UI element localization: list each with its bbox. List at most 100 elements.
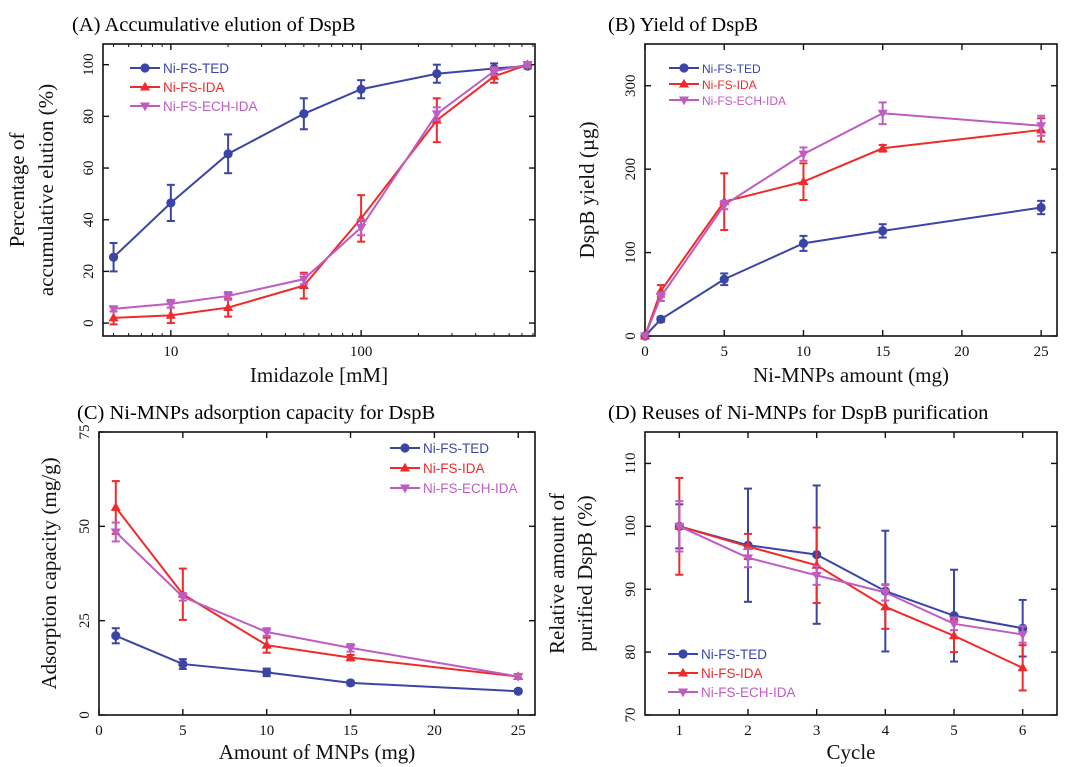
panel-b-data-point xyxy=(1036,122,1047,132)
panel-c-series-line xyxy=(114,506,519,678)
panel-b-series-line xyxy=(644,128,1042,337)
panel-c-series-line xyxy=(115,634,519,693)
panel-c-data-point xyxy=(111,631,121,641)
panel-a-series-line xyxy=(113,63,528,310)
panel-a-ytick-label: 80 xyxy=(81,109,97,124)
panel-a-data-point xyxy=(299,109,309,119)
panel-d-ytick-label: 90 xyxy=(623,582,639,597)
panel-b-data-point xyxy=(656,314,666,324)
panel-b-legend-label: Ni-FS-ECH-IDA xyxy=(702,94,786,108)
panel-a-ytick-label: 40 xyxy=(81,212,97,227)
panel-a-ytick-label: 20 xyxy=(81,264,97,279)
panel-c-xtick-label: 15 xyxy=(343,723,358,739)
panel-d-ytick-label: 70 xyxy=(623,708,639,723)
panel-b-xtick-label: 15 xyxy=(875,344,890,360)
panel-d-xtick-label: 4 xyxy=(882,723,890,739)
panel-b-frame xyxy=(644,43,1058,337)
panel-a-ytick-label: 60 xyxy=(81,161,97,176)
panel-a-data-point xyxy=(431,110,442,120)
panel-c-data-point xyxy=(261,628,272,638)
panel-c-ytick-label: 50 xyxy=(77,519,93,534)
panel-b-data-point xyxy=(877,142,888,152)
panel-b-series-line xyxy=(644,112,1042,337)
panel-a-legend-label: Ni-FS-ECH-IDA xyxy=(163,99,258,114)
panel-a-data-point xyxy=(108,312,119,322)
panel-a-data-point xyxy=(522,61,533,70)
panel-d-legend-marker xyxy=(677,688,689,698)
panel-a-ylabel: accumulative elution (%) xyxy=(34,84,58,296)
panel-a-title: (A) Accumulative elution of DspB xyxy=(72,14,356,36)
panel-c-data-point xyxy=(110,502,121,511)
panel-b-ytick-label: 0 xyxy=(623,332,639,340)
panel-c-xtick-label: 25 xyxy=(511,723,526,739)
panel-a-data-point xyxy=(165,300,176,309)
panel-c-data-point xyxy=(177,593,188,603)
panel-b-data-point xyxy=(798,176,809,186)
panel-d-xtick-label: 3 xyxy=(813,723,821,739)
panel-b-data-point xyxy=(798,150,809,160)
panel-a-data-point xyxy=(489,67,500,77)
panel-c-data-point xyxy=(513,686,523,696)
panel-d-ytick-label: 80 xyxy=(623,645,639,660)
panel-d-ylabel: purified DspB (%) xyxy=(573,495,597,651)
panel-a-xtick-label: 100 xyxy=(350,344,373,360)
panel-c-data-point xyxy=(345,644,356,654)
panel-c-legend-marker xyxy=(399,484,411,494)
panel-b-ytick-label: 200 xyxy=(623,158,639,181)
panel-c-data-point xyxy=(110,528,121,538)
panel-d-series-line xyxy=(678,525,1023,636)
panel-c-data-point xyxy=(345,652,356,662)
panel-c-data-point xyxy=(261,639,272,649)
panel-b-ylabel: DspB yield (µg) xyxy=(575,122,599,259)
panel-b-xtick-label: 0 xyxy=(641,344,649,360)
panel-b-ytick-label: 300 xyxy=(623,74,639,97)
panel-c-data-point xyxy=(262,667,272,677)
panel-b-data-point xyxy=(639,332,651,342)
panel-b-data-point xyxy=(1036,202,1046,213)
panel-d-legend-label: Ni-FS-ECH-IDA xyxy=(701,685,796,700)
panel-d-xlabel: Cycle xyxy=(827,740,876,764)
panel-c-xtick-label: 10 xyxy=(259,723,274,739)
panel-c-ytick-label: 75 xyxy=(77,425,93,440)
panel-c-legend-label: Ni-FS-TED xyxy=(423,441,489,456)
panel-c-xlabel: Amount of MNPs (mg) xyxy=(219,740,416,764)
panel-d-data-point xyxy=(742,554,754,564)
panel-b-xtick-label: 10 xyxy=(796,344,811,360)
panel-c-ylabel: Adsorption capacity (mg/g) xyxy=(37,457,61,689)
panel-a-data-point xyxy=(165,310,176,319)
panel-d-data-point xyxy=(880,601,891,611)
panel-b-data-point xyxy=(719,274,729,284)
panel-d-xtick-label: 2 xyxy=(744,723,752,739)
panel-d-ytick-label: 110 xyxy=(623,452,639,474)
panel-b-legend-marker xyxy=(678,78,690,88)
panel-d-series-line xyxy=(679,525,1024,669)
panel-a-legend-label: Ni-FS-TED xyxy=(163,61,229,76)
panel-d-xtick-label: 6 xyxy=(1019,723,1027,739)
panel-c-series-line xyxy=(115,531,519,678)
panel-a-data-point xyxy=(223,302,234,312)
panel-d-ytick-label: 100 xyxy=(623,515,639,538)
panel-a-data-point xyxy=(298,275,309,285)
panel-b-legend-label: Ni-FS-TED xyxy=(702,62,761,76)
panel-a-data-point xyxy=(108,305,119,315)
panel-d-title: (D) Reuses of Ni-MNPs for DspB purificat… xyxy=(608,402,988,424)
panel-a-data-point xyxy=(223,292,234,302)
panel-c-legend-marker xyxy=(400,443,410,453)
panel-a-data-point xyxy=(432,69,442,79)
panel-b-data-point xyxy=(878,226,888,236)
panel-d-data-point xyxy=(1017,662,1028,672)
panel-d-data-point xyxy=(1017,631,1028,640)
panel-c-legend-label: Ni-FS-IDA xyxy=(423,461,485,476)
panel-a-legend-marker xyxy=(139,81,151,91)
panel-a-ytick-label: 0 xyxy=(81,319,97,327)
panel-a-data-point xyxy=(356,224,367,233)
panel-d-legend-marker xyxy=(677,667,689,677)
panel-d-legend-label: Ni-FS-IDA xyxy=(701,666,763,681)
panel-b-data-point xyxy=(719,201,730,211)
panel-a-legend-label: Ni-FS-IDA xyxy=(163,80,225,95)
panel-d-xtick-label: 5 xyxy=(950,723,958,739)
panel-a-data-point xyxy=(223,149,233,159)
panel-b: (B) Yield of DspB 0 5 10 15 20 25 0 100 200 300 Ni… xyxy=(575,14,1058,387)
panel-a-xlabel: Imidazole [mM] xyxy=(250,363,388,387)
panel-b-xtick-label: 20 xyxy=(954,344,969,360)
